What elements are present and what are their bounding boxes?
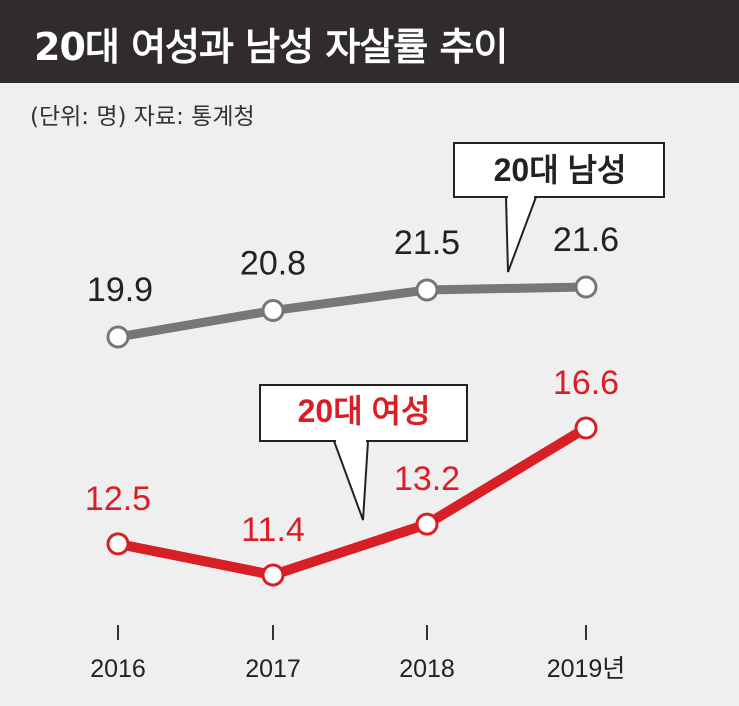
chart-title: 20대 여성과 남성 자살률 추이 — [34, 25, 508, 69]
legend-label-1: 20대 여성 — [298, 393, 431, 429]
data-label-0-0: 19.9 — [87, 271, 153, 309]
data-point-1-3 — [574, 416, 598, 440]
data-label-1-3: 16.6 — [553, 364, 619, 402]
data-point-1-2 — [415, 512, 439, 536]
series-line-0 — [113, 282, 591, 342]
x-tick-label-3: 2019년 — [547, 655, 626, 683]
data-label-1-2: 13.2 — [394, 460, 460, 498]
data-point-0-2 — [415, 278, 439, 302]
data-label-0-1: 20.8 — [240, 245, 306, 283]
data-label-0-3: 21.6 — [553, 221, 619, 259]
data-label-1-0: 12.5 — [85, 480, 151, 518]
x-tick-label-2: 2018 — [399, 655, 455, 683]
legend-pointer-1 — [332, 440, 370, 521]
data-label-0-2: 21.5 — [394, 224, 460, 262]
data-point-0-3 — [574, 275, 598, 299]
legend-box-1 — [259, 384, 468, 442]
legend-box-0 — [453, 142, 665, 198]
data-point-1-0 — [106, 532, 130, 556]
data-label-1-1: 11.4 — [241, 511, 305, 549]
series-line-1 — [113, 423, 591, 580]
source-note: (단위: 명) 자료: 통계청 — [30, 104, 255, 130]
legend-pointer-0 — [504, 196, 538, 273]
title-bar: 20대 여성과 남성 자살률 추이 — [0, 0, 739, 83]
x-tick-label-0: 2016 — [90, 655, 146, 683]
data-point-0-1 — [261, 299, 285, 323]
legend-label-0: 20대 남성 — [494, 152, 627, 188]
data-point-0-0 — [106, 325, 130, 349]
x-tick-label-1: 2017 — [245, 655, 301, 683]
data-point-1-1 — [261, 563, 285, 587]
